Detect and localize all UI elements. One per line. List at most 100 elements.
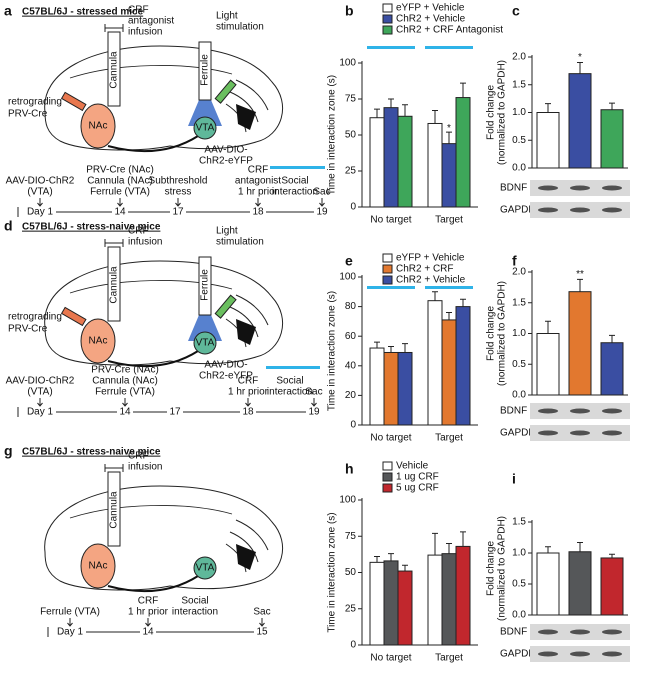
timeline-day: 19 [316,207,328,218]
bar [568,73,592,169]
bar [536,552,560,616]
cortex-line [69,65,233,79]
legend-swatch [382,25,393,35]
timeline-event: Cannula (NAc) [92,376,158,387]
bar [455,97,471,208]
bar [397,351,413,426]
legend-label: 5 ug CRF [396,483,439,494]
aav-label: AAV-DIO- [204,145,247,156]
vta-label: VTA [196,563,215,574]
ferrule-label: Ferrule [200,54,211,86]
bar [441,143,457,208]
bar [600,342,624,396]
timeline-arrow [37,398,43,407]
cortex-line [69,505,233,519]
aav-syringe [214,294,237,319]
legend-swatch [382,253,393,263]
y-tick-label: 1.0 [512,548,526,559]
cannula-label: Cannula [109,266,120,304]
infusion-label: antagonist [128,16,174,27]
y-tick-label: 100 [339,495,356,506]
timeline-event: Sac [313,187,330,198]
error-bar [577,278,583,292]
blot-band [570,651,590,657]
error-bar [609,334,615,343]
panel-letter: b [345,3,354,19]
error-bar [374,556,380,563]
timeline-event: Sac [305,387,322,398]
legend-label: eYFP + Vehicle [396,3,465,14]
virus-label: retrograding [8,312,62,323]
y-tick-label: 1.5 [512,79,526,90]
timeline-event: Ferrule (VTA) [40,607,100,618]
y-tick-label: 0.0 [512,610,526,621]
tract [107,350,199,368]
y-tick-label: 0 [350,420,356,431]
legend-swatch [382,472,393,482]
timeline-event: interaction [267,387,313,398]
light-label: Light [216,226,238,237]
ferrule-label: Ferrule [200,269,211,301]
stimulation-bar [425,286,473,289]
error-bar [402,104,408,117]
x-tick-label: Target [435,653,463,664]
nac-label: NAc [89,121,108,132]
y-tick-label: 75 [345,531,357,542]
timeline-day: 17 [172,207,184,218]
panel-letter: e [345,253,353,269]
y-axis-label: (normalized to GAPDH) [497,60,508,165]
stimulation-bar [367,46,415,49]
error-bar [432,291,438,301]
aav-label: ChR2-eYFP [199,156,253,167]
error-bar [432,110,438,124]
timeline-day: 14 [114,207,126,218]
ferrule [198,256,212,316]
aav-label: AAV-DIO- [204,360,247,371]
blot-band [538,651,558,657]
y-tick-label: 50 [345,130,357,141]
y-tick-label: 75 [345,94,357,105]
virus-label: PRV-Cre [8,324,48,335]
bar [369,561,385,646]
timeline-arrow [319,198,325,207]
timeline-arrow [255,198,261,207]
bar [568,551,592,616]
timeline-arrow [245,398,251,407]
blot-band [538,430,558,436]
diagram: d C57BL/6J - stress-naive mice NAc VTA Cannu… [4,218,323,418]
annotation: * [447,123,451,134]
cannula [107,471,121,547]
timeline-event: stress [165,187,192,198]
timeline-event: (VTA) [27,187,52,198]
error-bar [577,62,583,74]
timeline-event: (VTA) [27,387,52,398]
timeline-day: 19 [308,407,320,418]
timeline-event: AAV-DIO-ChR2 [6,376,75,387]
panel-letter: f [512,253,517,269]
timeline-event: CRF [248,165,269,176]
bar [441,553,457,646]
ferrule [198,41,212,101]
error-bar [374,341,380,349]
vta [193,116,217,140]
bar [568,291,592,396]
vta [193,331,217,355]
bar [383,351,399,426]
y-tick-label: 1.0 [512,328,526,339]
annotation: ** [576,269,584,280]
cerebellum-dark [236,544,256,570]
x-tick-label: No target [370,653,411,664]
virus-syringe [60,91,87,112]
error-bar [545,546,551,553]
blot-band [570,430,590,436]
error-bar [460,531,466,547]
legend-swatch [382,3,393,13]
legend-swatch [382,275,393,285]
infusion-label: infusion [128,237,162,248]
timeline-arrow [175,198,181,207]
blot-band [570,629,590,635]
error-bar [545,320,551,334]
y-tick-label: 100 [339,272,356,283]
y-tick-label: 25 [345,166,357,177]
